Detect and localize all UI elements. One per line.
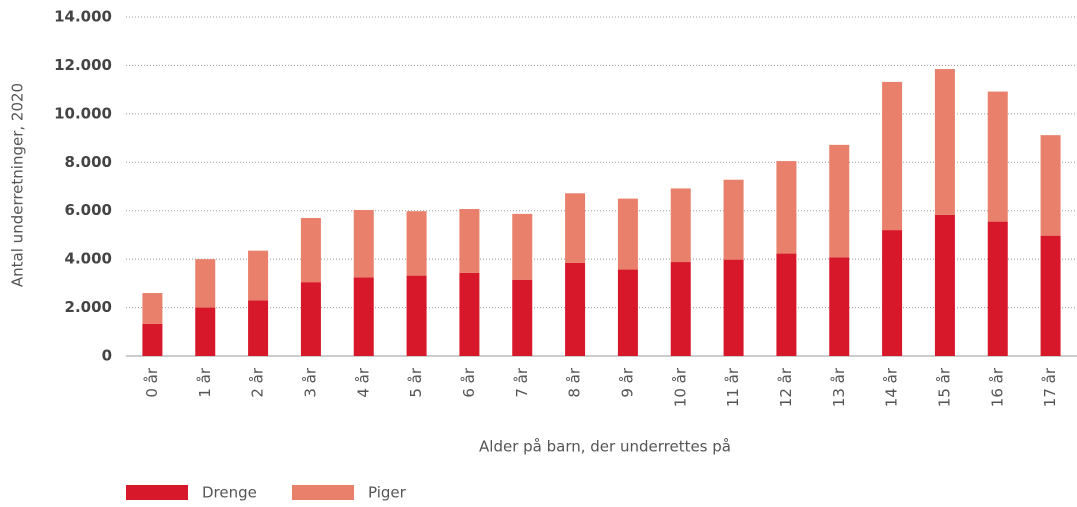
y-tick-label: 14.000 [54, 8, 112, 26]
bar-segment [142, 323, 163, 356]
bar-segment [882, 81, 903, 231]
bar-segment [512, 213, 533, 280]
x-tick-label: 9 år [618, 367, 636, 398]
x-tick-label: 14 år [883, 367, 901, 407]
x-tick-label: 2 år [249, 367, 267, 398]
x-tick-label: 6 år [460, 367, 478, 398]
x-tick-label: 10 år [671, 367, 689, 407]
x-tick-label: 13 år [830, 367, 848, 407]
legend-swatch [126, 485, 188, 500]
y-tick-label: 10.000 [54, 104, 112, 122]
x-tick-label: 0 år [143, 367, 161, 398]
x-tick-label: 15 år [935, 367, 953, 407]
bar-segment [882, 230, 903, 356]
bar-segment [565, 193, 586, 263]
bar-segment [459, 209, 480, 273]
bar-segment [987, 221, 1008, 356]
bar-segment [142, 293, 163, 324]
x-tick-label: 12 år [777, 367, 795, 407]
legend-label: Drenge [202, 484, 257, 502]
x-tick-label: 17 år [1041, 367, 1059, 407]
bar-segment [248, 250, 269, 301]
x-tick-label: 5 år [407, 367, 425, 398]
x-tick-label: 4 år [354, 367, 372, 398]
y-axis-title: Antal underretninger, 2020 [9, 83, 27, 287]
bar-segment [829, 144, 850, 258]
bar-segment [300, 217, 321, 283]
y-tick-label: 0 [102, 347, 112, 365]
x-tick-label: 1 år [196, 367, 214, 398]
bar-segment [406, 275, 427, 356]
x-tick-label: 8 år [566, 367, 584, 398]
bar-segment [300, 282, 321, 356]
x-axis-title: Alder på barn, der underrettes på [479, 438, 731, 456]
bar-segment [776, 253, 797, 356]
bar-segment [723, 179, 744, 260]
x-tick-label: 11 år [724, 367, 742, 407]
x-tick-label: 7 år [513, 367, 531, 398]
y-tick-label: 12.000 [54, 56, 112, 74]
bar-segment [353, 277, 374, 356]
bar-segment [987, 91, 1008, 222]
y-tick-label: 6.000 [65, 201, 112, 219]
bar-segment [617, 198, 638, 270]
bar-segment [934, 214, 955, 356]
bar-segment [723, 259, 744, 356]
bar-segment [1040, 135, 1061, 236]
bar-segment [670, 188, 691, 263]
x-tick-label: 16 år [988, 367, 1006, 407]
bar-segment [512, 279, 533, 356]
bar-segment [195, 259, 216, 308]
bar-segment [934, 69, 955, 215]
bar-segment [617, 269, 638, 356]
bar-segment [406, 211, 427, 276]
x-tick-label: 3 år [301, 367, 319, 398]
bar-segment [829, 257, 850, 356]
bar-segment [670, 262, 691, 356]
legend-swatch [292, 485, 354, 500]
y-tick-label: 4.000 [65, 250, 112, 268]
bar-segment [248, 300, 269, 356]
bar-segment [565, 262, 586, 356]
bar-segment [353, 209, 374, 278]
y-tick-label: 2.000 [65, 298, 112, 316]
bar-segment [195, 307, 216, 356]
bar-segment [776, 161, 797, 254]
y-tick-label: 8.000 [65, 153, 112, 171]
bar-segment [459, 272, 480, 356]
bar-segment [1040, 235, 1061, 356]
legend-label: Piger [368, 484, 407, 502]
